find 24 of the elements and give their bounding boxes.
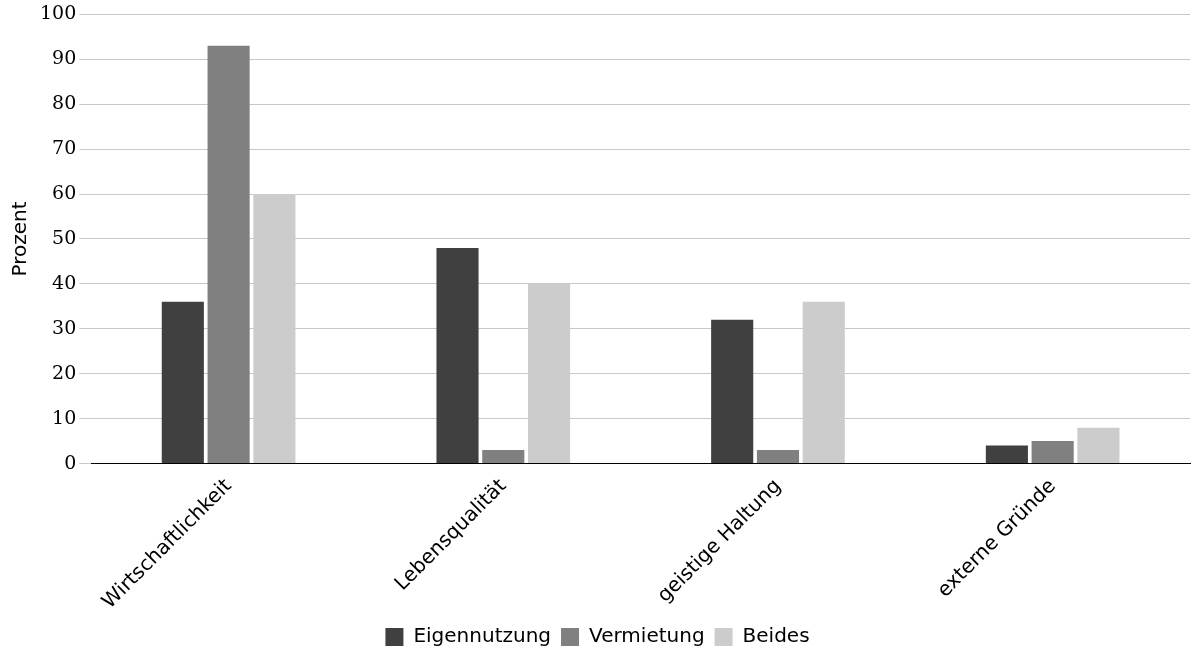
y-tick-label: 50 <box>52 225 77 248</box>
legend-label: Beides <box>742 623 810 648</box>
bar <box>756 450 800 464</box>
y-tick-label: 10 <box>52 405 77 428</box>
legend-label: Vermietung <box>589 623 705 648</box>
y-tick-label: 30 <box>52 315 77 338</box>
bar <box>711 319 754 464</box>
bar <box>207 45 250 464</box>
y-tick-label: 100 <box>40 1 77 24</box>
y-tick-label: 20 <box>52 360 77 383</box>
y-tick-label: 90 <box>52 46 77 69</box>
y-tick-label: 0 <box>64 450 77 473</box>
bar <box>436 247 479 464</box>
y-tick-label: 60 <box>52 181 77 203</box>
bar <box>482 450 525 464</box>
bar <box>161 301 204 464</box>
legend-label: Eigennutzung <box>413 623 552 648</box>
bar <box>985 445 1028 464</box>
bar <box>1031 441 1074 464</box>
bar <box>1077 427 1120 464</box>
y-tick-label: 80 <box>52 91 77 114</box>
y-tick-label: 70 <box>52 136 77 159</box>
y-tick-label: 40 <box>52 270 77 293</box>
y-axis-title: Prozent <box>7 201 32 277</box>
